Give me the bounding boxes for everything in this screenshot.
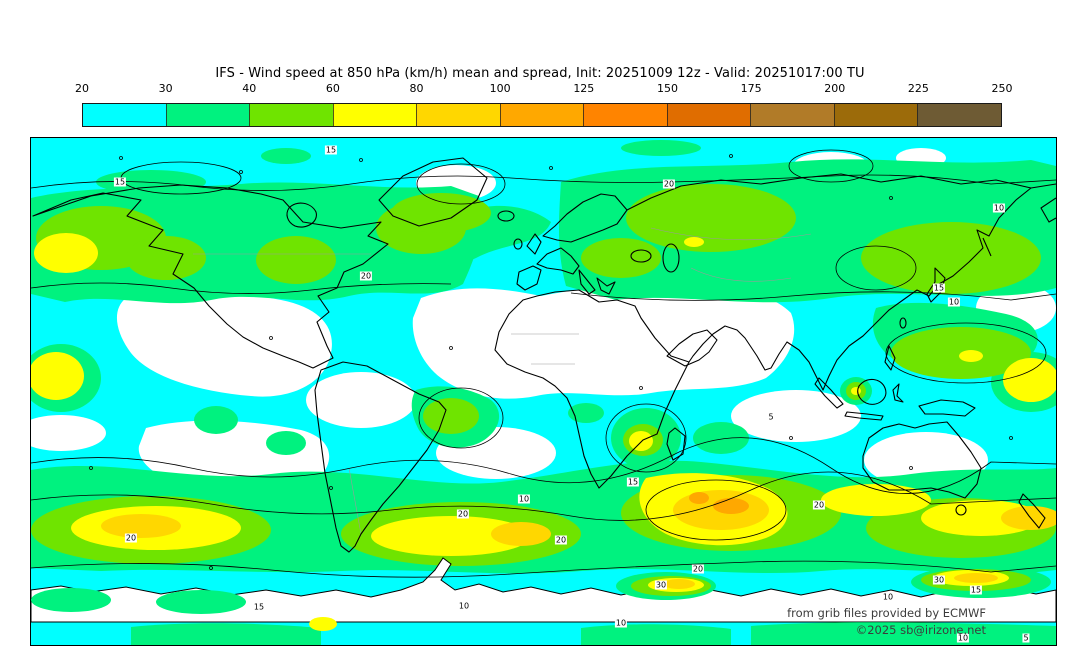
colorbar-tick: 125 — [573, 82, 595, 95]
coastlines — [32, 157, 1056, 553]
colorbar-tick: 175 — [740, 82, 762, 95]
spread-contours — [31, 149, 1056, 578]
colorbar-tick: 225 — [907, 82, 929, 95]
colorbar-segment — [416, 104, 500, 126]
colorbar-tick: 150 — [656, 82, 678, 95]
attribution-source: from grib files provided by ECMWF — [787, 606, 986, 620]
colorbar-tick: 40 — [242, 82, 257, 95]
colorbar-segment — [499, 104, 584, 126]
world-wind-map: 15 15 20 20 10 15 10 5 15 20 20 10 20 20 20 30 10 30 15 10 1… — [30, 137, 1057, 646]
chart-title: IFS - Wind speed at 850 hPa (km/h) mean … — [215, 66, 865, 81]
colorbar-tick-labels: 20 30 40 60 80 100 125 150 175 200 225 250 — [75, 82, 1013, 97]
wind-60-80 — [31, 233, 1056, 556]
colorbar-segment — [917, 104, 1002, 126]
antarctic-coast-wind-storm — [663, 573, 998, 589]
colorbar-tick: 30 — [158, 82, 173, 95]
colorbar-segment — [249, 104, 333, 126]
colorbar-segment — [583, 104, 667, 126]
colorbar-tick: 100 — [489, 82, 511, 95]
colorbar-segment — [332, 104, 417, 126]
colorbar-segment — [750, 104, 834, 126]
colorbar-tick: 80 — [409, 82, 424, 95]
colorbar-segment — [833, 104, 918, 126]
colorbar-tick: 20 — [75, 82, 89, 95]
country-borders — [193, 227, 812, 535]
attribution-copyright: ©2025 sb@irizone.net — [855, 623, 986, 637]
colorbar-segment — [83, 104, 166, 126]
colorbar-tick: 60 — [325, 82, 340, 95]
colorbar — [82, 103, 1002, 127]
wind-speed-field — [31, 138, 1056, 645]
colorbar-segment — [666, 104, 751, 126]
colorbar-segment — [165, 104, 250, 126]
colorbar-tick: 200 — [824, 82, 846, 95]
colorbar-tick: 250 — [991, 82, 1013, 95]
